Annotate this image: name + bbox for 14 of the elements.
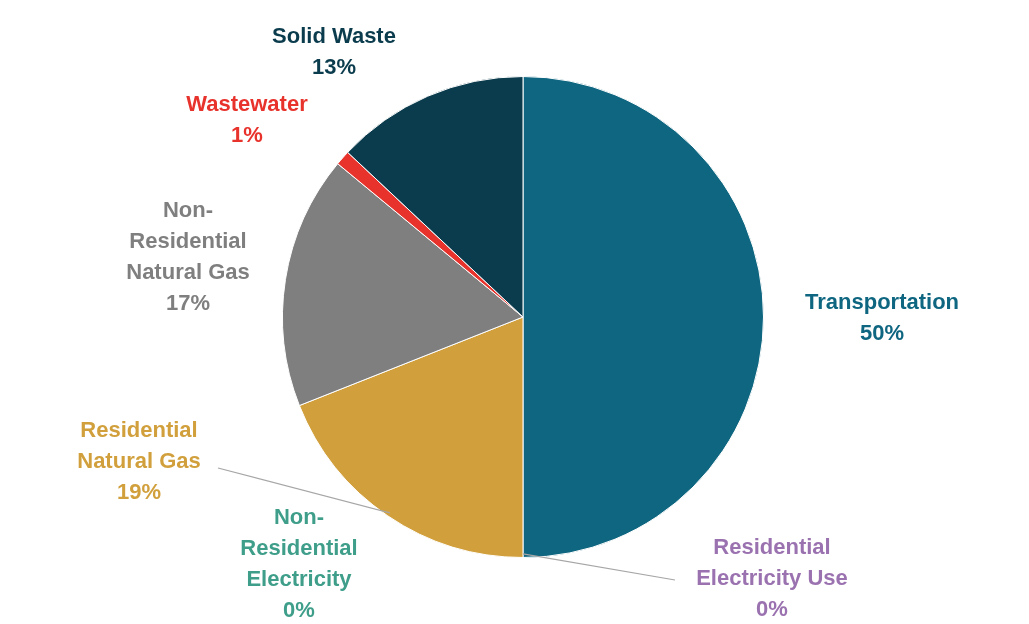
text: 0%	[756, 596, 788, 622]
data-label: 50%	[859, 320, 905, 346]
data-label: 13%	[311, 54, 357, 80]
slice-label: Transportation	[804, 289, 960, 315]
category-label: Residential Electricity Use	[696, 534, 848, 591]
slice-label: Wastewater	[186, 91, 309, 117]
slice-label: Residential Natural Gas	[77, 417, 201, 474]
text: 0%	[283, 597, 315, 623]
data-label: 1%	[231, 122, 263, 148]
data-label: 19%	[116, 479, 162, 505]
data-label: 17%	[165, 290, 211, 316]
slice-label: Solid Waste	[272, 23, 396, 49]
slice-label: Non-Residential Natural Gas	[126, 197, 250, 285]
category-label: Non-Residential Electricity	[240, 504, 358, 592]
